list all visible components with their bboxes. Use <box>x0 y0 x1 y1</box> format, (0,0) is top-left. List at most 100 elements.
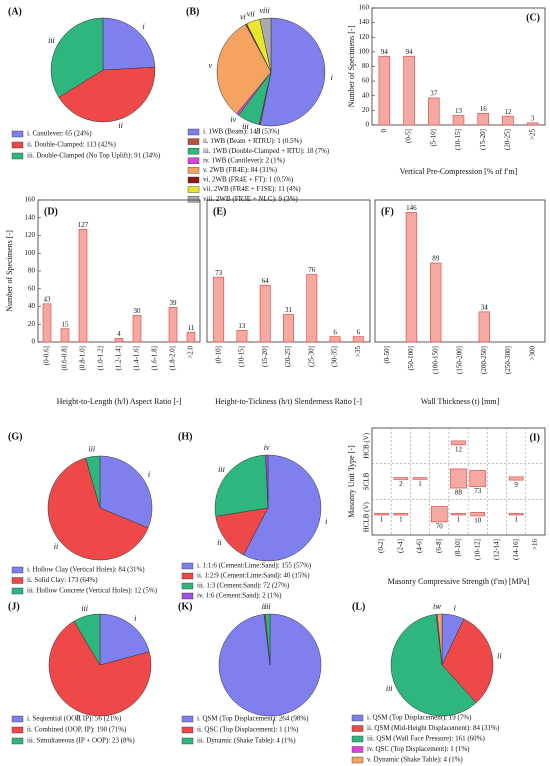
bar <box>168 307 178 343</box>
y-tick-label: SCLB <box>363 472 371 490</box>
legend-swatch <box>181 562 194 570</box>
y-tick-label: 120 <box>25 231 36 239</box>
bubble <box>508 476 524 481</box>
x-tick-label: (0-5] <box>405 129 413 143</box>
y-tick-label: 120 <box>359 33 370 41</box>
legend-swatch <box>351 735 364 743</box>
value-label: 1 <box>457 516 461 524</box>
slice-label: i <box>148 470 150 479</box>
slice-label: iii <box>264 602 271 611</box>
legend-swatch <box>181 737 194 745</box>
pie-slice <box>260 17 326 127</box>
plot-frame <box>371 427 546 536</box>
bar <box>236 330 248 343</box>
pie-slice <box>265 454 269 509</box>
legend-swatch <box>11 152 24 160</box>
bar <box>378 55 391 126</box>
legend-label: i. 1WB (Beam): 143 (53%) <box>203 128 280 136</box>
slice-label: iii <box>48 36 55 45</box>
slice-label: iii <box>218 465 225 474</box>
bar <box>259 284 271 343</box>
legend-label: iii. Simultaneous (IP + OOP): 23 (8%) <box>27 737 135 745</box>
y-tick-label: 20 <box>28 320 36 328</box>
value-label: 73 <box>474 487 482 495</box>
legend-label: iii. 1WB (Double-Clamped + RTU): 18 (7%) <box>203 147 330 155</box>
bubble <box>430 506 448 523</box>
y-tick-label: 80 <box>28 267 36 275</box>
x-tick-label: (1.0-1.2] <box>97 346 105 371</box>
y-tick-label: HCB (V) <box>363 432 371 459</box>
x-tick-label: 0 <box>380 129 388 133</box>
value-label: 76 <box>308 266 316 274</box>
legend-swatch <box>11 566 24 574</box>
bubble <box>470 512 486 517</box>
x-tick-label: (100-150] <box>431 346 439 374</box>
legend-swatch <box>351 725 364 732</box>
legend-swatch <box>11 141 24 149</box>
slice-label: i <box>272 718 274 727</box>
pie-slice <box>214 454 269 517</box>
slice-label: iii <box>386 684 393 693</box>
value-label: 73 <box>215 269 223 277</box>
bar <box>42 303 52 343</box>
legend-label: ii. QSC (Top Displacement): 1 (1%) <box>197 726 299 734</box>
x-tick-label: (250-300] <box>504 346 512 374</box>
x-tick-label: (15-20] <box>261 346 269 367</box>
slice-label: iii <box>81 604 88 613</box>
x-tick-label: (150-200] <box>456 346 464 374</box>
value-label: 43 <box>44 295 52 303</box>
panel-label: (L) <box>352 601 365 612</box>
legend-label: ii. Solid Clay: 173 (64%) <box>27 576 98 584</box>
legend-label: iv. 1WB (Cantilever): 2 (1%) <box>203 156 285 164</box>
value-label: 89 <box>432 255 440 263</box>
pie-slice <box>99 455 153 529</box>
x-tick-label: (50-100] <box>407 346 415 371</box>
x-axis-label: Wall Thickness (t) [mm] <box>421 397 500 406</box>
y-tick-label: HCLB (V) <box>363 501 371 532</box>
y-tick-label: 100 <box>359 47 370 55</box>
x-tick-label: (10-15] <box>454 129 462 150</box>
bar <box>526 122 539 126</box>
pie-slice <box>441 618 494 704</box>
legend-label: ii. QSM (Mid-Height Displacement): 84 (3… <box>367 724 500 732</box>
legend-label: iii. QSM (Wall Face Pressure): 161 (60%) <box>367 735 486 743</box>
slice-label: ii <box>54 542 58 551</box>
legend-swatch <box>181 592 194 600</box>
x-tick-label: >25 <box>528 129 536 140</box>
legend-swatch <box>11 577 24 584</box>
legend-label: iii. Double-Clamped (No Top Uplift): 91 … <box>27 152 161 160</box>
pie-slice <box>48 620 152 717</box>
y-tick-label: 60 <box>362 77 370 85</box>
value-label: 15 <box>62 320 70 328</box>
y-tick-label: 0 <box>32 338 36 346</box>
pie-slice <box>215 507 269 556</box>
x-tick-label: (25-30] <box>307 346 315 367</box>
bar <box>452 115 465 126</box>
value-label: 9 <box>514 481 518 489</box>
bar <box>502 115 514 126</box>
bubble <box>412 477 428 480</box>
bubble <box>393 477 409 480</box>
pie-slice <box>390 614 477 717</box>
panel-label: (G) <box>8 431 22 442</box>
x-tick-label: (0-10] <box>214 346 222 364</box>
value-label: 37 <box>430 90 438 98</box>
legend-label: ii. 1WB (Beam + RTRU): 1 (0.5%) <box>203 137 302 145</box>
bar <box>114 338 124 343</box>
slice-label: i <box>331 73 333 82</box>
slice-label: iv <box>230 115 236 124</box>
value-label: 127 <box>78 221 89 229</box>
legend-label: iii. 1:3 (Cement:Sand): 72 (27%) <box>197 582 290 590</box>
legend-swatch <box>11 726 24 734</box>
pie-slice <box>259 17 272 73</box>
x-tick-label: (1.2-1.4] <box>115 346 123 371</box>
value-label: 11 <box>188 324 195 332</box>
legend-label: iv. QSC (Top Displacement): 1 (1%) <box>367 745 470 753</box>
legend-swatch <box>187 147 200 155</box>
y-tick-label: 60 <box>28 284 36 292</box>
x-tick-label: (2-4] <box>396 539 404 553</box>
legend-swatch <box>187 157 200 165</box>
legend-label: iii. Dynamic (Shake Table): 4 (1%) <box>197 737 296 745</box>
value-label: 30 <box>134 307 142 315</box>
x-axis-label: Masonry Compressive Strength (f′m) [MPa] <box>388 577 530 586</box>
